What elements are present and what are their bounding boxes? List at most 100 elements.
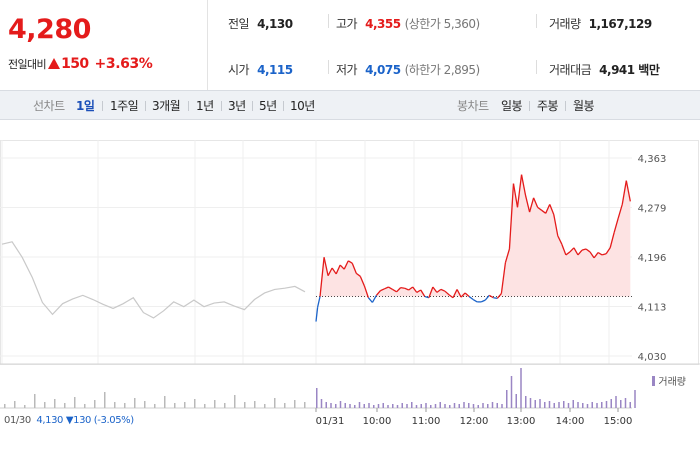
candle-daily[interactable]: 일봉: [501, 99, 523, 113]
volume-bar: [24, 405, 26, 408]
upper-limit: (상한가 5,360): [404, 17, 481, 31]
series-today-segment: [512, 183, 519, 208]
volume-bar: [539, 399, 541, 408]
volume-bar: [510, 376, 513, 408]
series-today-segment: [428, 286, 434, 298]
volume-bar: [582, 403, 584, 408]
price-summary: 4,280 전일대비 150 +3.63%: [0, 0, 208, 90]
volume-bar: [335, 404, 337, 408]
price-chart-svg: 4,363 4,279 4,196 4,113 4,030 01/31 10:00 11:00…: [0, 140, 700, 427]
down-arrow-icon: ▼: [65, 415, 74, 426]
series-today-segment: [355, 272, 361, 277]
volume-bar: [354, 405, 356, 408]
line-chart-label: 선차트: [33, 99, 65, 113]
series-today-segment: [412, 286, 418, 293]
series-today-segment: [359, 276, 365, 287]
candle-chart-label: 봉차트: [457, 99, 489, 113]
price-chart: 4,363 4,279 4,196 4,113 4,030 01/31 10:00 11:00…: [0, 120, 700, 450]
volume-bar: [382, 403, 384, 408]
series-today-segment: [468, 296, 474, 301]
series-today-segment: [625, 180, 631, 202]
volume-bar: [415, 405, 418, 408]
series-today-segment: [331, 267, 337, 275]
volume-bar: [134, 398, 136, 408]
volume-bar: [601, 402, 603, 408]
volume-bar: [154, 404, 156, 408]
period-5y[interactable]: 5년: [259, 99, 277, 113]
series-today-segment: [424, 295, 430, 299]
divider: [102, 101, 103, 111]
series-today-segment: [605, 247, 611, 255]
series-today-segment: [496, 293, 502, 299]
volume-bar: [463, 402, 465, 408]
volume-bar: [477, 405, 479, 408]
stat-high: 고가 4,355 (상한가 5,360): [336, 15, 480, 32]
series-today-segment: [541, 209, 547, 214]
volume-bar: [624, 398, 627, 408]
series-today-segment: [396, 287, 402, 293]
volume-bar: [358, 402, 361, 408]
volume-bar: [254, 401, 256, 408]
series-today-segment: [420, 289, 426, 297]
volume-bar: [349, 404, 351, 408]
series-prev-day-line: [1, 241, 306, 319]
period-1y[interactable]: 1년: [196, 99, 214, 113]
volume-bar: [392, 404, 394, 408]
volume-bar: [406, 404, 408, 408]
trade-value: 4,941 백만: [599, 63, 660, 77]
stat-low: 저가 4,075 (하한가 2,895): [336, 61, 480, 78]
y-tick-label: 4,196: [638, 253, 667, 264]
period-1w[interactable]: 1주일: [110, 99, 139, 113]
series-today-segment: [319, 257, 325, 297]
volume-bar: [294, 400, 296, 408]
series-today-segment: [577, 249, 583, 256]
series-today-segment: [436, 288, 442, 293]
volume-bar: [244, 402, 246, 408]
low-value: 4,075: [365, 63, 401, 77]
series-today-segment: [323, 257, 329, 276]
plot-frame: [0, 140, 699, 365]
series-today-segment: [621, 180, 627, 205]
series-today-segment: [545, 204, 551, 214]
volume-legend-label: 거래량: [658, 377, 686, 388]
period-1d[interactable]: 1일: [76, 99, 95, 113]
series-today-segment: [613, 217, 619, 233]
volume-bar: [487, 404, 489, 408]
volume-bar: [164, 396, 166, 408]
volume-bar: [114, 402, 116, 408]
volume-bar: [605, 401, 608, 408]
volume-bar: [344, 403, 346, 408]
series-today-segment: [384, 286, 389, 290]
volume-bar: [544, 402, 546, 408]
period-3y[interactable]: 3년: [228, 99, 246, 113]
current-price: 4,280: [8, 14, 91, 45]
volume-bar: [567, 403, 570, 408]
series-today-segment: [363, 285, 370, 298]
prev-close-value: 4,130: [257, 17, 293, 31]
volume-bar: [501, 404, 503, 408]
series-today-segment: [528, 197, 535, 213]
volume-bar: [304, 402, 306, 408]
volume-bar: [430, 405, 432, 408]
volume-bar: [396, 405, 399, 408]
volume-bar: [515, 394, 517, 408]
series-today-segment: [520, 174, 527, 196]
candle-monthly[interactable]: 월봉: [573, 99, 595, 113]
series-today-segment: [557, 235, 563, 245]
price-change: 전일대비 150 +3.63%: [8, 53, 153, 72]
volume-bar: [94, 400, 96, 408]
series-today-segment: [601, 253, 607, 256]
period-3m[interactable]: 3개월: [152, 99, 181, 113]
candle-weekly[interactable]: 주봉: [537, 99, 559, 113]
series-today-segment: [315, 307, 319, 322]
volume-bar: [596, 403, 598, 408]
series-today-segment: [549, 204, 555, 215]
volume-bar: [54, 399, 56, 408]
volume-bar: [534, 400, 536, 408]
volume-bar: [144, 401, 146, 408]
period-10y[interactable]: 10년: [290, 99, 315, 113]
series-today-segment: [561, 243, 567, 256]
volume-bar: [14, 401, 16, 408]
series-today-segment: [573, 247, 579, 256]
series-today-segment: [504, 248, 511, 263]
